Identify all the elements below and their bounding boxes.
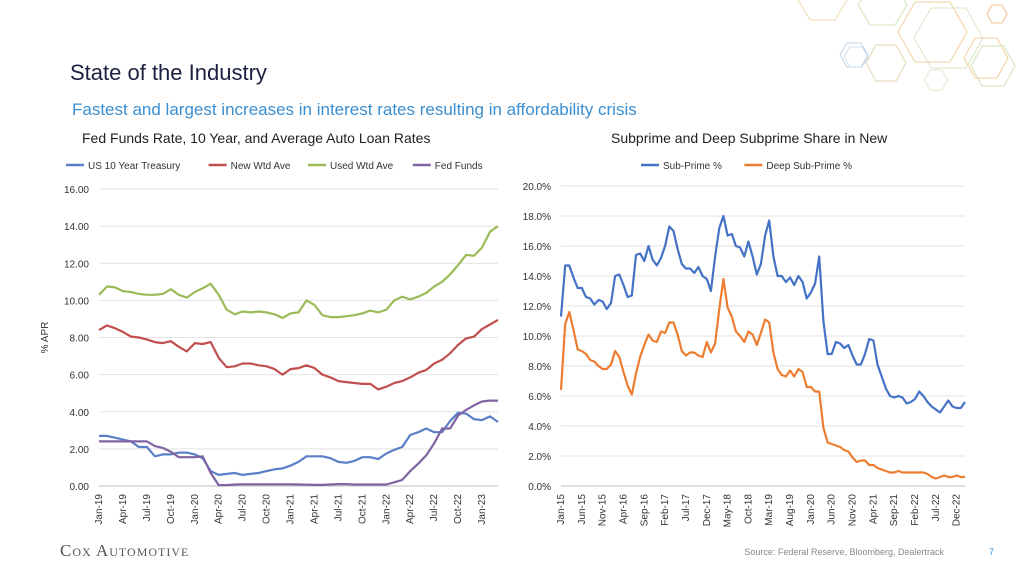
x-tick-label: Sep-21 (889, 494, 900, 527)
series-line-new-wtd-ave (98, 318, 499, 391)
x-tick-label: Apr-22 (405, 494, 416, 524)
y-tick-label: 14.00 (64, 222, 89, 233)
x-tick-label: Jan-21 (286, 494, 297, 525)
hexagon-decoration (797, 0, 1016, 91)
x-tick-label: Jul-22 (931, 494, 942, 522)
y-tick-label: 10.0% (523, 332, 551, 343)
y-tick-label: 16.0% (523, 242, 551, 253)
y-tick-label: 12.00 (64, 259, 89, 270)
legend-entry: Deep Sub-Prime % (766, 161, 852, 172)
x-tick-label: Aug-19 (785, 494, 796, 527)
y-tick-label: 4.0% (528, 422, 551, 433)
x-tick-label: Jul-17 (681, 494, 692, 522)
x-tick-label: Jul-22 (429, 494, 440, 522)
x-tick-label: Jan-19 (94, 494, 105, 525)
y-tick-label: 14.0% (523, 272, 551, 283)
x-tick-label: Dec-22 (952, 494, 963, 527)
y-tick-label: 6.00 (70, 371, 90, 382)
y-tick-label: 12.0% (523, 302, 551, 313)
x-tick-label: Jan-23 (477, 494, 488, 525)
series-line-deep-sub-prime- (559, 277, 965, 480)
x-tick-label: Nov-20 (848, 494, 859, 527)
x-tick-label: Apr-21 (309, 494, 320, 524)
x-tick-label: Apr-19 (118, 494, 129, 524)
x-tick-label: Apr-21 (868, 494, 879, 524)
legend-entry: Sub-Prime % (663, 161, 722, 172)
series-line-us-10-year-treasury (99, 411, 499, 476)
slide-subtitle: Fastest and largest increases in interes… (72, 100, 637, 119)
x-tick-label: Feb-22 (910, 494, 921, 526)
x-tick-label: Jul-20 (238, 494, 249, 522)
x-tick-label: Oct-20 (262, 494, 273, 524)
x-tick-label: Oct-19 (166, 494, 177, 524)
y-tick-label: 8.0% (528, 362, 551, 373)
y-tick-label: 8.00 (70, 334, 90, 345)
y-axis-label: % APR (40, 322, 51, 354)
series-line-sub-prime- (559, 214, 966, 414)
x-tick-label: Oct-22 (453, 494, 464, 524)
page-number: 7 (989, 547, 995, 557)
cox-automotive-logo: Cox Automotive (60, 541, 190, 560)
x-tick-label: Jul-21 (333, 494, 344, 522)
x-tick-label: Apr-20 (214, 494, 225, 524)
legend-entry: US 10 Year Treasury (88, 161, 180, 172)
x-tick-label: May-18 (723, 494, 734, 528)
y-tick-label: 2.0% (528, 452, 551, 463)
slide-title: State of the Industry (70, 60, 267, 85)
x-tick-label: Mar-19 (764, 494, 775, 526)
legend-entry: Used Wtd Ave (330, 161, 394, 172)
chart1-title: Fed Funds Rate, 10 Year, and Average Aut… (82, 130, 431, 146)
y-tick-label: 4.00 (70, 408, 90, 419)
legend-entry: New Wtd Ave (231, 161, 291, 172)
source-note: Source: Federal Reserve, Bloomberg, Deal… (744, 547, 944, 557)
x-tick-label: Jan-20 (190, 494, 201, 525)
x-tick-label: Nov-15 (598, 494, 609, 527)
x-tick-label: Jul-19 (142, 494, 153, 522)
x-tick-label: Feb-17 (660, 494, 671, 526)
y-tick-label: 2.00 (70, 445, 90, 456)
y-tick-label: 20.0% (523, 182, 551, 193)
y-tick-label: 0.00 (70, 482, 90, 493)
y-tick-label: 18.0% (523, 212, 551, 223)
x-tick-label: Sep-16 (639, 494, 650, 527)
y-tick-label: 6.0% (528, 392, 551, 403)
y-tick-label: 0.0% (528, 482, 551, 493)
x-tick-label: Jan-15 (556, 494, 567, 525)
x-tick-label: Oct-21 (357, 494, 368, 524)
series-line-fed-funds (99, 399, 498, 487)
x-tick-label: Oct-18 (743, 494, 754, 524)
x-tick-label: Jun-20 (827, 494, 838, 525)
x-tick-label: Apr-16 (618, 494, 629, 524)
x-tick-label: Jan-22 (381, 494, 392, 525)
y-tick-label: 10.00 (64, 296, 89, 307)
legend-entry: Fed Funds (435, 161, 483, 172)
y-tick-label: 16.00 (64, 185, 89, 196)
x-tick-label: Jan-20 (806, 494, 817, 525)
x-tick-label: Jun-15 (577, 494, 588, 525)
chart2-title: Subprime and Deep Subprime Share in New (611, 130, 888, 146)
series-line-used-wtd-ave (98, 225, 499, 320)
x-tick-label: Dec-17 (702, 494, 713, 527)
